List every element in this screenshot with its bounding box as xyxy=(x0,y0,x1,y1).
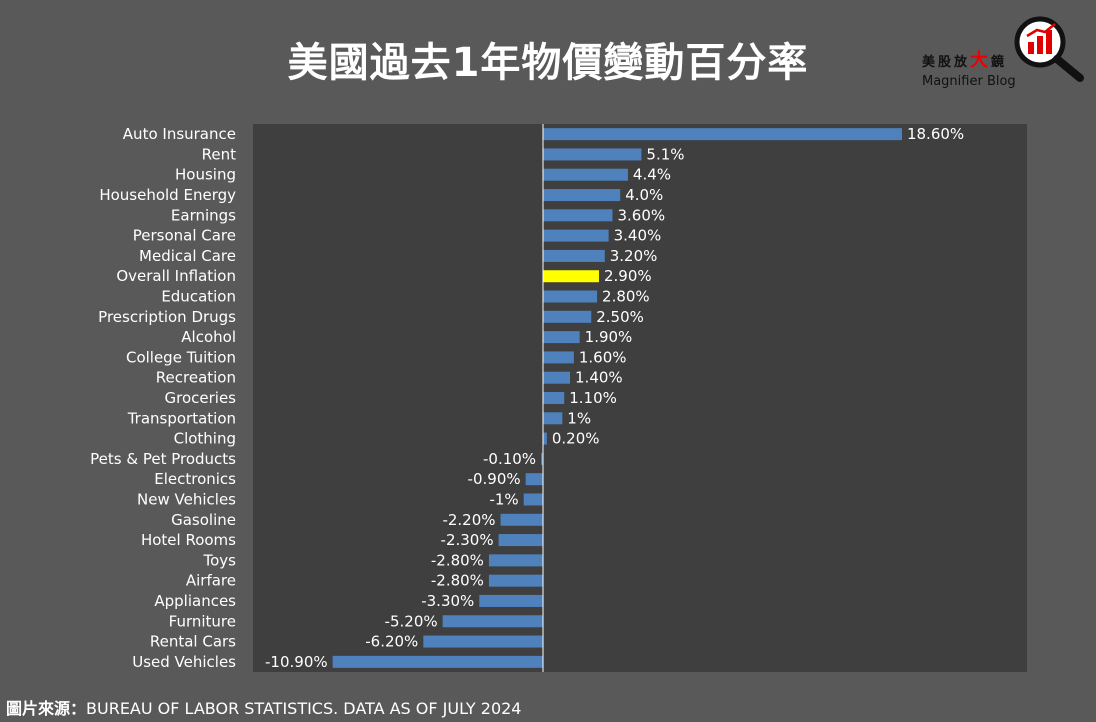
bar xyxy=(543,432,547,445)
bar xyxy=(498,534,543,547)
bar xyxy=(543,290,598,303)
bar xyxy=(543,392,565,404)
data-label: -3.30% xyxy=(421,592,474,610)
bar xyxy=(543,168,628,181)
bar xyxy=(488,554,543,567)
bar xyxy=(479,594,543,607)
bar xyxy=(488,574,543,587)
category-label: Used Vehicles xyxy=(132,653,236,671)
data-label: -2.20% xyxy=(442,511,495,529)
bar xyxy=(543,148,642,161)
category-label: Gasoline xyxy=(171,511,236,529)
data-label: -2.30% xyxy=(441,531,494,549)
category-label: Household Energy xyxy=(99,186,236,204)
chart-title: 美國過去1年物價變動百分率 xyxy=(287,40,809,86)
data-label: 1.90% xyxy=(585,328,633,346)
category-label: Overall Inflation xyxy=(116,267,236,285)
bar xyxy=(543,229,609,242)
category-label: Furniture xyxy=(169,612,236,630)
data-label: 1.60% xyxy=(579,348,627,366)
category-label: College Tuition xyxy=(126,348,236,366)
category-label: Clothing xyxy=(174,430,236,448)
category-label: Appliances xyxy=(154,592,236,610)
bar xyxy=(543,189,621,202)
bar xyxy=(332,655,543,668)
category-label: Pets & Pet Products xyxy=(90,450,236,468)
category-label: Earnings xyxy=(171,206,236,224)
category-label: Personal Care xyxy=(133,227,236,245)
data-label: -0.90% xyxy=(468,470,521,488)
data-label: 5.1% xyxy=(646,145,684,163)
category-label: Auto Insurance xyxy=(123,125,236,143)
bar xyxy=(543,209,613,222)
category-label: Airfare xyxy=(186,572,236,590)
bar xyxy=(543,331,580,344)
category-label: Prescription Drugs xyxy=(98,308,236,326)
data-label: 3.40% xyxy=(614,227,662,245)
bar xyxy=(523,493,543,506)
brand-text: 美股放大鏡 Magnifier Blog xyxy=(922,46,1016,89)
magnifier-bar-chart-icon xyxy=(1014,16,1084,82)
data-label: 4.4% xyxy=(633,166,671,184)
data-label: 3.20% xyxy=(610,247,658,265)
category-label: Education xyxy=(161,288,236,306)
category-label: Rent xyxy=(202,145,236,163)
brand-english-name: Magnifier Blog xyxy=(922,74,1016,89)
bar xyxy=(543,270,599,283)
data-label: 18.60% xyxy=(907,125,964,143)
bar xyxy=(500,513,543,526)
data-label: 3.60% xyxy=(617,206,665,224)
data-label: 2.90% xyxy=(604,267,652,285)
brand-chinese-name: 美股放大鏡 xyxy=(922,50,1008,71)
data-label: 1.40% xyxy=(575,369,623,387)
data-label: -10.90% xyxy=(265,653,328,671)
bar xyxy=(543,310,592,323)
bar xyxy=(442,615,543,628)
data-label: 4.0% xyxy=(625,186,663,204)
bar xyxy=(543,371,571,384)
data-label: -2.80% xyxy=(431,551,484,569)
bar xyxy=(543,412,563,425)
category-label: Hotel Rooms xyxy=(141,531,236,549)
category-label: Alcohol xyxy=(181,328,236,346)
bar xyxy=(543,128,902,141)
data-label: -2.80% xyxy=(431,572,484,590)
data-label: -0.10% xyxy=(483,450,536,468)
category-label: Housing xyxy=(175,166,236,184)
category-label: Transportation xyxy=(127,409,236,427)
data-label: 1% xyxy=(567,409,591,427)
plot-area xyxy=(253,124,1027,672)
data-label: 1.10% xyxy=(569,389,617,407)
category-label: Groceries xyxy=(165,389,237,407)
bar xyxy=(525,473,543,486)
data-label: 0.20% xyxy=(552,430,600,448)
data-label: -6.20% xyxy=(365,633,418,651)
category-label: New Vehicles xyxy=(137,490,236,508)
category-label: Rental Cars xyxy=(150,633,236,651)
bar xyxy=(543,249,605,262)
bar xyxy=(543,351,574,364)
category-label: Toys xyxy=(203,551,237,569)
data-label: -5.20% xyxy=(385,612,438,630)
data-label: 2.50% xyxy=(596,308,644,326)
source-label: 圖片來源： xyxy=(6,699,87,718)
data-label: -1% xyxy=(489,490,518,508)
bar xyxy=(541,452,543,465)
category-label: Recreation xyxy=(156,369,236,387)
bar xyxy=(423,635,543,648)
category-label: Electronics xyxy=(154,470,236,488)
source-note: 圖片來源：BUREAU OF LABOR STATISTICS. DATA AS… xyxy=(6,695,521,719)
data-label: 2.80% xyxy=(602,288,650,306)
category-label: Medical Care xyxy=(139,247,236,265)
source-text: BUREAU OF LABOR STATISTICS. DATA AS OF J… xyxy=(86,699,522,718)
